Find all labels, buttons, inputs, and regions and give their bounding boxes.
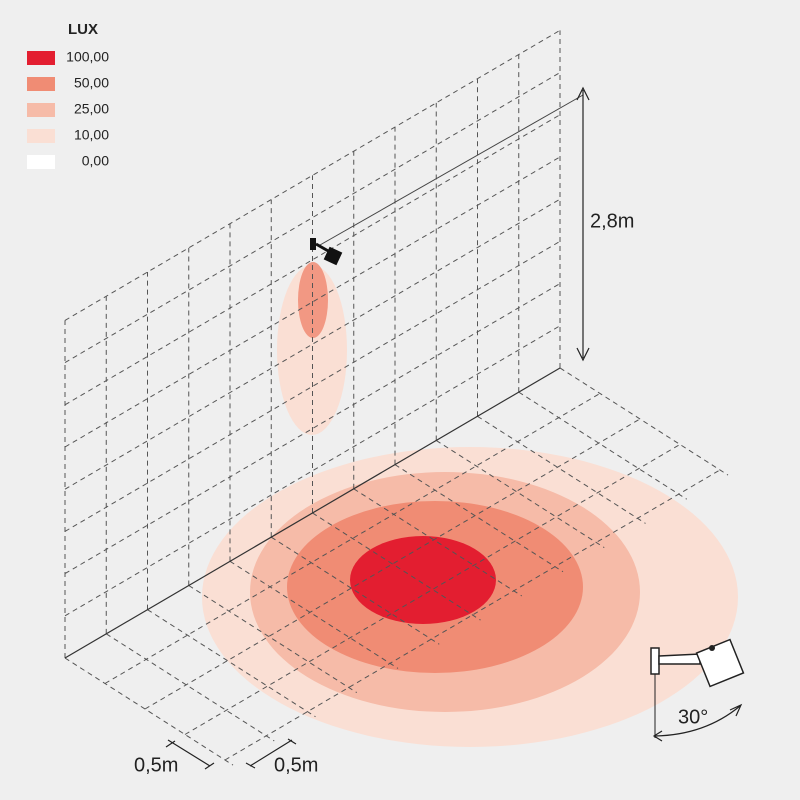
grid-line xyxy=(353,488,523,597)
angle-arrows xyxy=(652,703,743,742)
legend-swatch xyxy=(27,103,55,117)
spacing-dim-1 xyxy=(165,739,215,770)
legend-swatch xyxy=(27,77,55,91)
grid-line xyxy=(559,367,729,476)
grid-line xyxy=(64,240,561,532)
grid-line xyxy=(144,418,641,710)
grid-line xyxy=(184,444,681,735)
fixture-arm xyxy=(315,242,331,254)
wall-base xyxy=(64,367,561,659)
grid-line xyxy=(64,72,561,364)
grid-line xyxy=(518,391,688,500)
spacing-dim-2 xyxy=(245,738,297,769)
legend-label: 100,00 xyxy=(66,49,109,65)
grid-line xyxy=(229,560,399,669)
legend-label: 25,00 xyxy=(74,101,109,117)
grid-line xyxy=(104,393,601,684)
grid-line xyxy=(270,536,440,645)
grid-line xyxy=(64,283,561,575)
grid-line xyxy=(64,29,561,321)
grid-line xyxy=(477,415,646,524)
grid-line xyxy=(312,512,481,621)
grid-line xyxy=(64,114,561,406)
legend-label: 10,00 xyxy=(74,127,109,143)
spacing-label: 0,5m xyxy=(134,754,178,776)
grid-line xyxy=(105,633,275,742)
dimension-arrows xyxy=(576,86,590,362)
wall-fixture xyxy=(310,238,343,266)
grid-line xyxy=(224,469,721,761)
side-arm xyxy=(658,653,701,665)
angle-arc xyxy=(654,705,741,737)
legend-swatch xyxy=(27,155,55,169)
grid-line xyxy=(64,156,561,448)
side-fixture xyxy=(650,638,745,742)
legend-title: LUX xyxy=(68,21,98,38)
grid-line xyxy=(64,198,561,490)
reference-line xyxy=(319,94,584,246)
wall-pool-50 xyxy=(298,262,328,338)
height-label: 2,8m xyxy=(590,210,634,232)
grid-line xyxy=(64,657,234,766)
legend-swatch xyxy=(27,129,55,143)
legend-swatch xyxy=(27,51,55,65)
grid xyxy=(64,29,729,766)
grid-line xyxy=(188,585,358,694)
side-mount xyxy=(650,647,660,675)
fixture-head xyxy=(323,246,343,266)
pool-100 xyxy=(350,536,496,624)
floor-light xyxy=(202,262,738,747)
fixture-mount xyxy=(310,238,316,250)
legend: LUX 100,00 50,00 25,00 10,00 0,00 xyxy=(27,21,109,169)
grid-line xyxy=(64,325,561,617)
grid-line xyxy=(435,440,605,548)
spacing-label: 0,5m xyxy=(274,754,318,776)
grid-line xyxy=(147,609,316,718)
angle-label: 30° xyxy=(678,706,708,728)
grid-line xyxy=(394,464,564,573)
side-pivot xyxy=(709,645,715,651)
legend-label: 0,00 xyxy=(82,153,109,169)
legend-label: 50,00 xyxy=(74,75,109,91)
